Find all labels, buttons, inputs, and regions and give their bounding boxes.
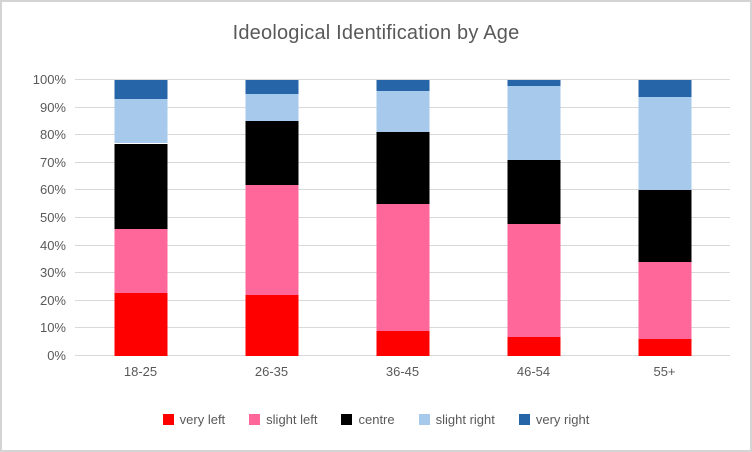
y-tick-label: 0% [47,348,66,363]
y-tick-label: 80% [39,127,66,143]
segment-very-right-36-45 [376,80,429,92]
x-tick-label: 18-25 [123,364,158,379]
segment-slight-right-46-54 [507,85,560,161]
bar-26-35 [245,80,298,356]
segment-centre-46-54 [507,160,560,224]
y-tick-label: 10% [39,320,66,336]
bar-36-45 [376,80,429,356]
legend-item-centre: centre [341,412,395,427]
segment-slight-right-18-25 [114,99,167,144]
legend-label: very left [179,412,226,427]
y-tick-label: 70% [39,154,66,170]
legend-item-slight-left: slight left [249,412,317,427]
legend-swatch-slight-left [249,414,261,425]
segment-centre-36-45 [376,132,429,205]
legend-swatch-very-right [518,414,530,425]
legend-label: slight right [435,412,495,427]
y-tick-label: 30% [39,265,66,281]
segment-very-left-46-54 [507,336,560,356]
gridline-100% [75,79,730,80]
segment-very-right-26-35 [245,80,298,94]
segment-slight-left-55- [638,262,691,340]
segment-slight-right-36-45 [376,91,429,133]
chart-title: Ideological Identification by Age [232,22,520,44]
y-tick-label: 50% [39,210,66,225]
legend-item-very-right: very right [518,412,590,427]
bar-55- [638,80,691,356]
legend-label: slight left [266,412,318,427]
legend-label: centre [358,412,395,427]
segment-slight-left-46-54 [507,223,560,337]
x-axis: 18-25 26-35 36-45 46-54 55+ [75,364,730,382]
y-axis: 0% 10% 20% 30% 40% 50% 60% 70% 80% 90% 100% [14,72,66,363]
legend-label: very right [535,412,590,427]
x-tick-label: 46-54 [516,364,551,379]
segment-slight-left-18-25 [114,229,167,293]
segment-very-right-55- [638,80,691,97]
bar-46-54 [507,80,560,356]
segment-slight-left-36-45 [376,204,429,332]
segment-very-left-55- [638,339,691,356]
segment-very-right-18-25 [114,80,167,100]
segment-centre-18-25 [114,143,167,230]
x-tick-label: 36-45 [385,364,420,379]
y-tick-label: 40% [39,237,66,253]
legend-swatch-slight-right [418,414,430,425]
legend-item-very-left: very left [162,412,226,427]
bar-18-25 [114,80,167,356]
legend-swatch-very-left [162,414,174,425]
y-tick-label: 90% [39,99,66,115]
segment-very-left-36-45 [376,331,429,356]
segment-very-left-26-35 [245,295,298,356]
segment-very-left-18-25 [114,292,167,356]
segment-slight-left-26-35 [245,184,298,296]
y-tick-label: 100% [32,72,66,87]
legend-item-slight-right: slight right [418,412,495,427]
segment-centre-55- [638,190,691,263]
x-tick-label: 26-35 [254,364,289,379]
segment-slight-right-26-35 [245,93,298,122]
segment-very-right-46-54 [507,80,560,86]
legend-swatch-centre [341,414,353,425]
y-tick-label: 60% [39,182,66,198]
legend: very left slight left centre slight right ve… [2,412,750,427]
segment-slight-right-55- [638,96,691,191]
plot-area [75,79,730,356]
segment-centre-26-35 [245,121,298,185]
x-tick-label: 55+ [653,364,676,379]
y-tick-label: 20% [39,292,66,308]
